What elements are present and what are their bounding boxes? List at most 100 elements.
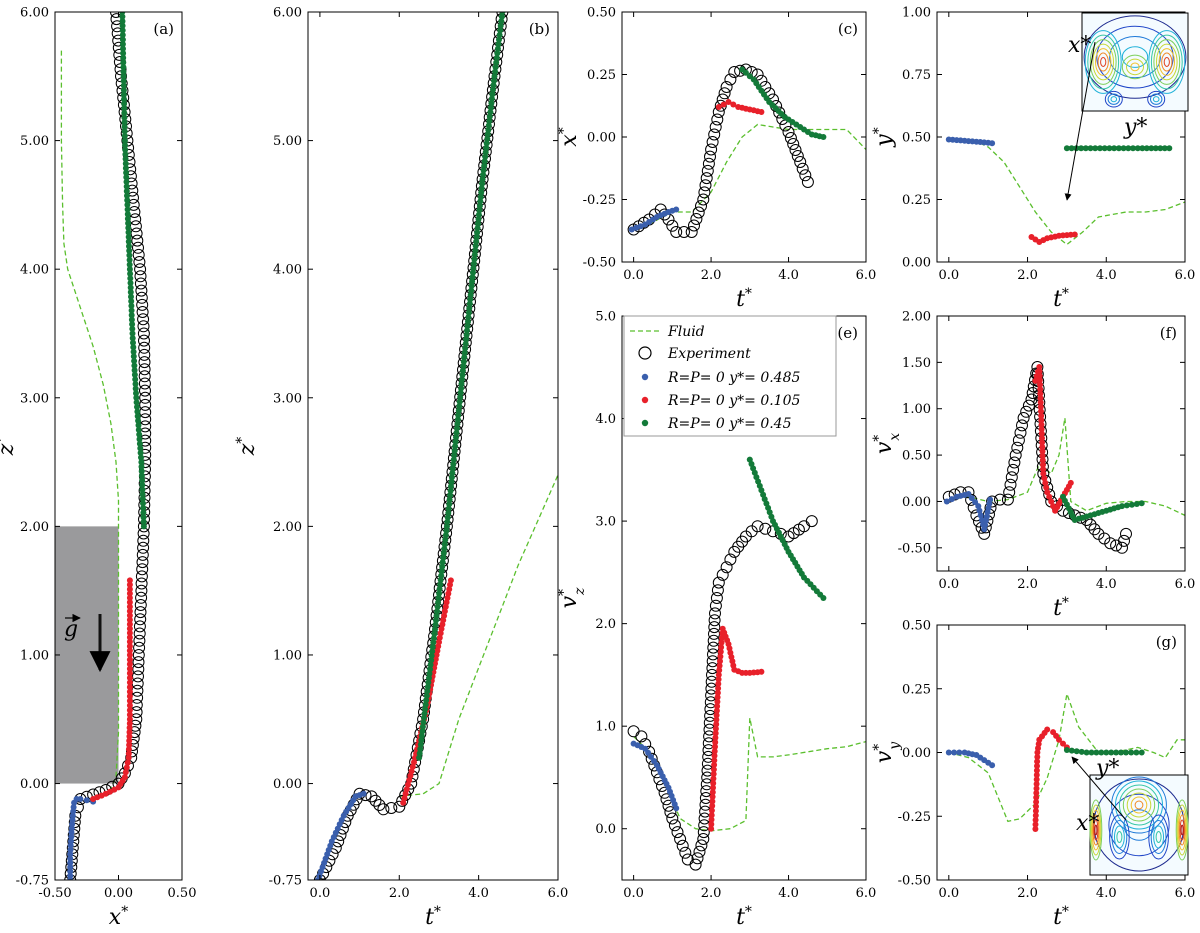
- series-blue: [314, 790, 367, 880]
- data-point: [708, 821, 715, 828]
- data-point: [1038, 426, 1045, 433]
- data-point: [1087, 145, 1094, 152]
- data-point: [476, 207, 483, 214]
- axis-label: t*: [1053, 286, 1069, 312]
- data-point: [444, 518, 451, 525]
- data-point: [138, 377, 151, 390]
- data-point: [416, 750, 423, 757]
- legend-blue-label: R=P= 0 y*= 0.485: [667, 370, 800, 386]
- series-blue: [943, 491, 994, 533]
- x-tick-label: 6.0: [856, 886, 877, 901]
- data-point: [697, 193, 710, 206]
- data-point: [673, 805, 680, 812]
- data-point: [1083, 749, 1090, 756]
- data-point: [132, 385, 139, 392]
- data-point: [127, 284, 134, 291]
- data-point: [1033, 781, 1040, 787]
- data-point: [456, 398, 463, 405]
- axis-label: t*: [736, 904, 752, 930]
- series-line: [399, 474, 558, 798]
- data-point: [119, 36, 126, 43]
- data-point: [712, 576, 725, 589]
- data-point: [396, 794, 409, 807]
- data-point: [465, 318, 471, 325]
- axes-frame: [936, 315, 1186, 572]
- data-point: [1033, 790, 1040, 796]
- data-point: [127, 270, 134, 277]
- data-point: [715, 680, 722, 687]
- data-point: [1041, 475, 1048, 482]
- data-point: [423, 697, 430, 704]
- data-point: [447, 492, 454, 499]
- data-point: [948, 496, 955, 503]
- data-point: [138, 459, 145, 466]
- data-point: [123, 174, 130, 181]
- data-point: [1017, 412, 1030, 424]
- data-point: [1022, 399, 1035, 412]
- axis-label: z*: [0, 437, 19, 457]
- data-point: [126, 247, 133, 254]
- data-point: [451, 452, 458, 459]
- data-point: [136, 556, 149, 569]
- data-point: [122, 160, 129, 167]
- data-point: [1138, 500, 1145, 507]
- data-point: [436, 586, 443, 592]
- data-point: [1157, 145, 1164, 152]
- data-point: [134, 613, 147, 626]
- data-point: [1078, 748, 1085, 755]
- data-point: [1139, 145, 1146, 152]
- data-point: [481, 162, 488, 169]
- x-tick-label: 6.0: [856, 268, 877, 283]
- data-point: [495, 41, 502, 48]
- data-point: [405, 781, 411, 788]
- data-point: [465, 314, 472, 321]
- data-point: [437, 581, 444, 588]
- data-point: [437, 577, 444, 583]
- y-tick-label: 2.00: [20, 520, 49, 535]
- data-point: [481, 158, 488, 165]
- data-point: [441, 541, 448, 548]
- data-point: [976, 507, 983, 514]
- data-point: [121, 114, 128, 121]
- data-point: [418, 732, 425, 739]
- data-point: [68, 833, 75, 840]
- data-point: [459, 372, 466, 378]
- data-point: [138, 370, 151, 383]
- data-point: [1134, 145, 1141, 152]
- data-point: [137, 445, 144, 452]
- data-point: [127, 280, 134, 286]
- data-point: [126, 608, 133, 615]
- series-green: [1063, 145, 1173, 152]
- data-point: [474, 229, 481, 236]
- legend-green-label: R=P= 0 y*= 0.45: [667, 416, 792, 432]
- data-point: [492, 64, 499, 71]
- data-point: [1037, 399, 1044, 406]
- data-point: [126, 674, 133, 681]
- series-green: [746, 456, 827, 601]
- data-point: [664, 806, 677, 819]
- series-experiment: [313, 12, 509, 880]
- data-point: [122, 156, 129, 162]
- series-fluid: [399, 474, 558, 798]
- data-point: [714, 698, 721, 705]
- data-point: [794, 156, 807, 168]
- series-green: [416, 12, 506, 761]
- x-tick-label: 0.0: [623, 268, 644, 283]
- data-point: [130, 339, 136, 346]
- data-point: [1008, 456, 1021, 469]
- data-point: [138, 341, 151, 354]
- data-point: [67, 855, 74, 862]
- data-point: [128, 302, 135, 309]
- y-tick-label: 2.00: [273, 520, 302, 535]
- data-point: [126, 720, 133, 727]
- data-point: [453, 429, 460, 436]
- series-red: [715, 99, 765, 115]
- data-point: [125, 224, 132, 231]
- data-point: [488, 100, 495, 107]
- data-point: [126, 647, 133, 654]
- data-point: [715, 676, 722, 683]
- data-point: [126, 599, 133, 606]
- data-point: [728, 66, 741, 78]
- data-point: [373, 799, 386, 811]
- x-tick-label: 4.0: [778, 268, 799, 283]
